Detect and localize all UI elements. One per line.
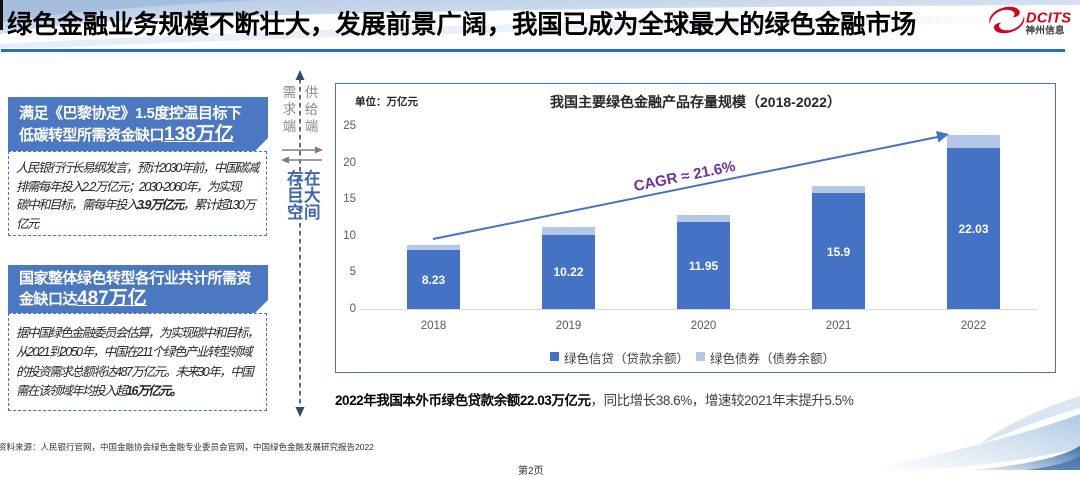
svg-text:DCITS: DCITS: [1026, 11, 1072, 27]
svg-text:神州信息: 神州信息: [1026, 25, 1065, 37]
